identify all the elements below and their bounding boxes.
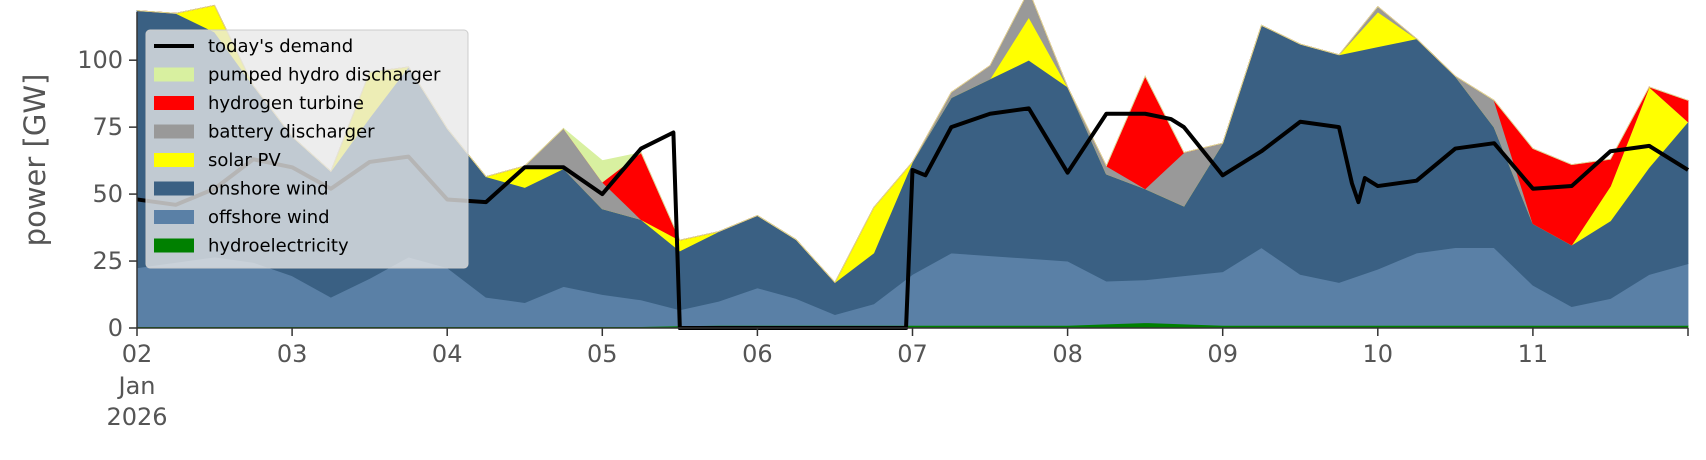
legend-label-today-s-demand: today's demand — [208, 36, 353, 57]
legend-label-battery-discharger: battery discharger — [208, 122, 375, 143]
legend-swatch-pumped-hydro-discharger — [154, 67, 194, 82]
legend-swatch-battery-discharger — [154, 124, 194, 139]
x-tick-label-08: 08 — [1052, 340, 1083, 368]
legend-swatch-offshore-wind — [154, 210, 194, 224]
x-tick-label-10: 10 — [1363, 340, 1394, 368]
legend-label-hydroelectricity: hydroelectricity — [208, 236, 349, 257]
x-tick-label-11: 11 — [1518, 340, 1549, 368]
legend-swatch-hydrogen-turbine — [154, 96, 194, 110]
legend-label-onshore-wind: onshore wind — [208, 179, 329, 200]
y-tick-label-25: 25 — [92, 247, 123, 275]
x-tick-month: Jan — [117, 372, 156, 400]
y-tick-label-100: 100 — [77, 46, 123, 74]
x-tick-label-03: 03 — [277, 340, 308, 368]
x-tick-label-04: 04 — [432, 340, 463, 368]
x-tick-label-07: 07 — [897, 340, 928, 368]
x-tick-label-06: 06 — [742, 340, 773, 368]
x-tick-year: 2026 — [106, 403, 167, 431]
legend-label-solar-pv: solar PV — [208, 150, 281, 171]
legend-label-offshore-wind: offshore wind — [208, 207, 330, 228]
legend-label-hydrogen-turbine: hydrogen turbine — [208, 93, 364, 114]
legend-swatch-solar-pv — [154, 153, 194, 167]
y-axis-label: power [GW] — [18, 74, 52, 247]
legend: today's demand pumped hydro discharger hyd… — [145, 29, 469, 269]
axes: 0 25 50 75 100 02 Jan 2026 03 04 05 06 07 08 09 10 11 — [77, 12, 1689, 431]
stacked-areas — [136, 0, 1689, 329]
x-tick-label-05: 05 — [587, 340, 618, 368]
legend-label-pumped-hydro-discharger: pumped hydro discharger — [208, 65, 441, 86]
legend-swatch-onshore-wind — [154, 181, 194, 196]
legend-swatch-hydroelectricity — [154, 238, 194, 253]
x-tick-label-09: 09 — [1207, 340, 1238, 368]
legend-box — [145, 29, 469, 269]
x-tick-label-02: 02 — [122, 340, 153, 368]
y-tick-label-50: 50 — [92, 180, 123, 208]
y-tick-label-0: 0 — [108, 314, 123, 342]
y-tick-label-75: 75 — [92, 113, 123, 141]
